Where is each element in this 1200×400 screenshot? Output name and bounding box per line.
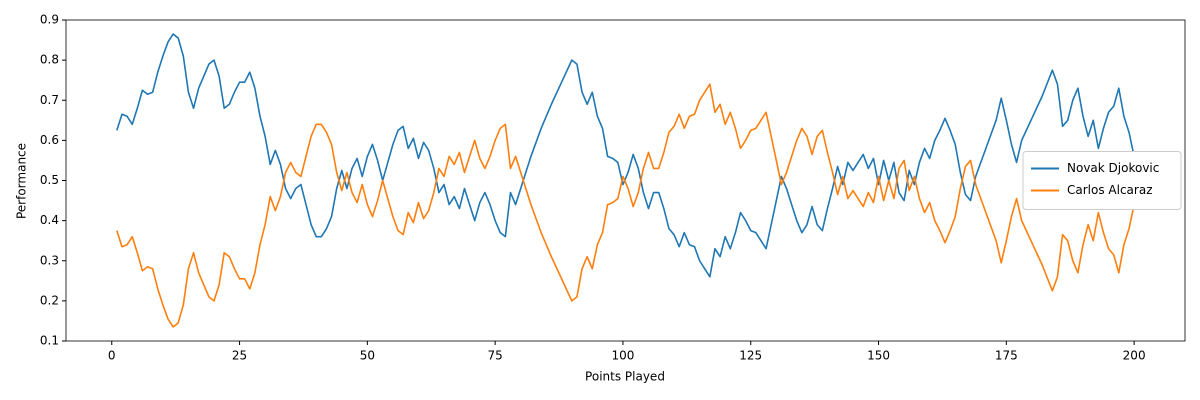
y-tick-label: 0.7	[40, 93, 59, 107]
y-tick-label: 0.9	[40, 13, 59, 27]
x-tick-label: 175	[995, 349, 1018, 363]
x-tick-label: 125	[739, 349, 762, 363]
y-tick-label: 0.5	[40, 173, 59, 187]
plot-frame	[65, 19, 1186, 342]
y-tick-label: 0.1	[40, 334, 59, 348]
x-tick-label: 0	[108, 349, 116, 363]
x-tick-label: 50	[360, 349, 375, 363]
legend-box	[1022, 151, 1182, 210]
x-tick-label: 200	[1123, 349, 1146, 363]
series-line	[116, 33, 1135, 278]
x-tick-label: 25	[232, 349, 247, 363]
y-tick-label: 0.3	[40, 253, 59, 267]
x-tick-label: 100	[611, 349, 634, 363]
y-tick-label: 0.2	[40, 293, 59, 307]
x-axis-label: Points Played	[585, 370, 665, 384]
y-tick-label: 0.8	[40, 53, 59, 67]
y-axis-label: Performance	[15, 143, 29, 219]
y-tick-label: 0.6	[40, 133, 59, 147]
series-line	[116, 83, 1135, 328]
legend-label: Novak Djokovic	[1067, 161, 1159, 175]
x-tick-label: 75	[488, 349, 503, 363]
y-tick-label: 0.4	[40, 213, 59, 227]
legend-label: Carlos Alcaraz	[1067, 183, 1153, 197]
x-tick-label: 150	[867, 349, 890, 363]
